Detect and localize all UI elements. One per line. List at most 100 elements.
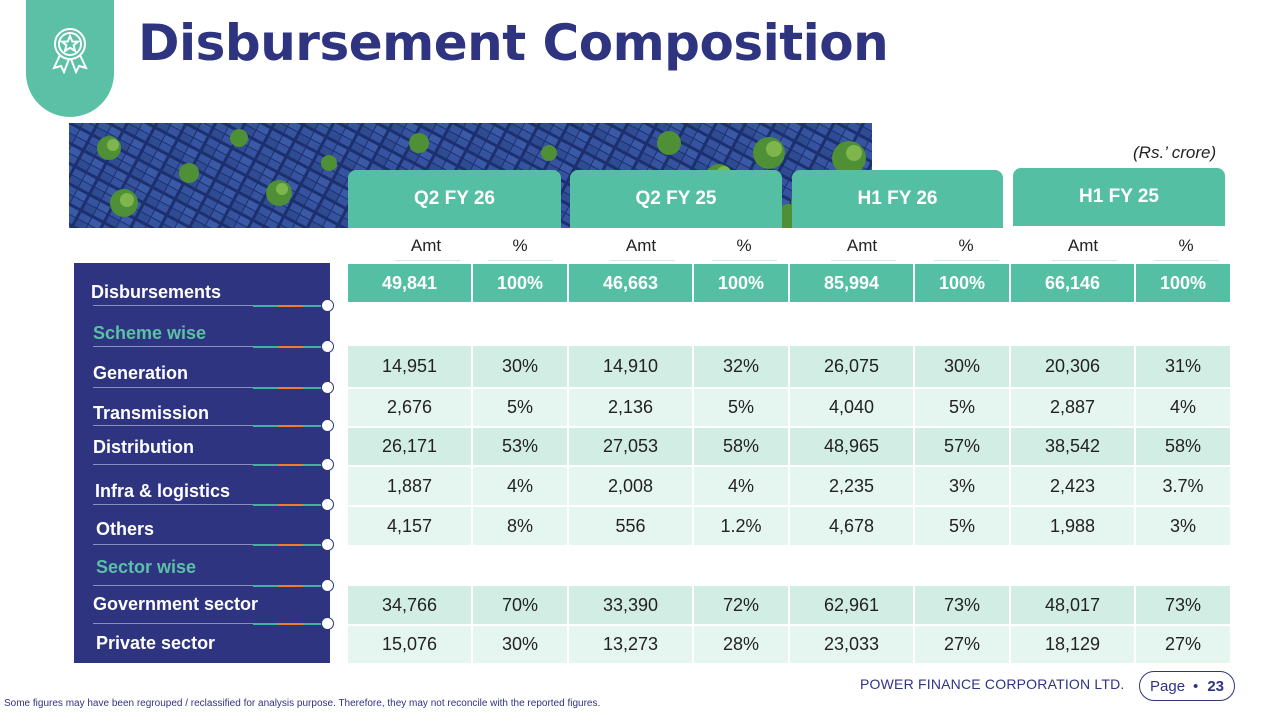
row-separator <box>93 425 326 427</box>
cell-others-h1fy25-amt: 1,988 <box>1011 507 1134 545</box>
row-label-disbursements: Disbursements <box>91 282 222 302</box>
subheader-rule <box>488 260 553 261</box>
cell-private-h1fy25-pct: 27% <box>1136 626 1230 663</box>
connector-dot <box>321 538 334 551</box>
cell-disbursements-q2fy25-amt: 46,663 <box>569 264 692 302</box>
cell-private-q2fy25-pct: 28% <box>694 626 788 663</box>
footnote: Some figures may have been regrouped / r… <box>4 698 601 709</box>
cell-government-q2fy26-pct: 70% <box>473 586 567 624</box>
subheader-amt: Amt <box>625 236 657 255</box>
connector-dot <box>321 498 334 511</box>
cell-private-q2fy26-amt: 15,076 <box>348 626 471 663</box>
subheader-pct: % <box>1178 236 1194 255</box>
connector-dot <box>321 458 334 471</box>
connector-dot <box>321 340 334 353</box>
cell-disbursements-h1fy26-pct: 100% <box>915 264 1009 302</box>
cell-infra-q2fy25-pct: 4% <box>694 467 788 505</box>
row-separator <box>93 346 326 348</box>
page-number: 23 <box>1207 677 1224 695</box>
row-separator <box>93 585 326 587</box>
cell-government-h1fy25-amt: 48,017 <box>1011 586 1134 624</box>
period-header-h1fy25: H1 FY 25 <box>1013 168 1225 226</box>
row-label-transmission: Transmission <box>93 403 210 423</box>
row-label-panel <box>74 263 330 663</box>
cell-transmission-h1fy25-amt: 2,887 <box>1011 389 1134 426</box>
cell-infra-h1fy26-amt: 2,235 <box>790 467 913 505</box>
subheader-rule <box>395 260 460 261</box>
row-separator <box>93 623 326 625</box>
cell-generation-q2fy26-amt: 14,951 <box>348 346 471 387</box>
period-header-h1fy26: H1 FY 26 <box>792 170 1003 228</box>
cell-distribution-h1fy26-amt: 48,965 <box>790 428 913 465</box>
row-label-infra-logistics: Infra & logistics <box>95 481 231 501</box>
row-label-others: Others <box>96 519 155 539</box>
cell-disbursements-q2fy25-pct: 100% <box>694 264 788 302</box>
cell-infra-h1fy26-pct: 3% <box>915 467 1009 505</box>
cell-private-q2fy25-amt: 13,273 <box>569 626 692 663</box>
row-label-distribution: Distribution <box>93 437 194 457</box>
cell-distribution-q2fy26-pct: 53% <box>473 428 567 465</box>
cell-disbursements-q2fy26-pct: 100% <box>473 264 567 302</box>
period-header-q2fy26: Q2 FY 26 <box>348 170 561 228</box>
subheader-pct: % <box>958 236 974 255</box>
section-label-sector-wise: Sector wise <box>96 557 197 577</box>
cell-transmission-h1fy25-pct: 4% <box>1136 389 1230 426</box>
cell-infra-h1fy25-amt: 2,423 <box>1011 467 1134 505</box>
cell-disbursements-h1fy25-pct: 100% <box>1136 264 1230 302</box>
subheader-rule <box>712 260 777 261</box>
cell-others-q2fy25-pct: 1.2% <box>694 507 788 545</box>
subheader-amt: Amt <box>410 236 442 255</box>
subheader-rule <box>831 260 896 261</box>
cell-disbursements-h1fy26-amt: 85,994 <box>790 264 913 302</box>
cell-others-q2fy26-amt: 4,157 <box>348 507 471 545</box>
connector-dot <box>321 579 334 592</box>
cell-others-q2fy25-amt: 556 <box>569 507 692 545</box>
cell-transmission-h1fy26-pct: 5% <box>915 389 1009 426</box>
cell-others-q2fy26-pct: 8% <box>473 507 567 545</box>
cell-government-q2fy26-amt: 34,766 <box>348 586 471 624</box>
subheader-amt: Amt <box>846 236 878 255</box>
row-label-private-sector: Private sector <box>96 633 216 653</box>
cell-government-q2fy25-amt: 33,390 <box>569 586 692 624</box>
cell-government-h1fy26-amt: 62,961 <box>790 586 913 624</box>
row-separator <box>93 544 326 546</box>
subheader-amt: Amt <box>1067 236 1099 255</box>
cell-distribution-h1fy26-pct: 57% <box>915 428 1009 465</box>
footer-company-name: POWER FINANCE CORPORATION LTD. <box>860 676 1125 692</box>
page-label: Page <box>1150 677 1186 695</box>
cell-government-q2fy25-pct: 72% <box>694 586 788 624</box>
cell-transmission-q2fy25-amt: 2,136 <box>569 389 692 426</box>
cell-others-h1fy26-pct: 5% <box>915 507 1009 545</box>
cell-infra-q2fy26-pct: 4% <box>473 467 567 505</box>
cell-infra-q2fy26-amt: 1,887 <box>348 467 471 505</box>
cell-distribution-h1fy25-pct: 58% <box>1136 428 1230 465</box>
page-indicator: Page • 23 <box>1139 671 1235 701</box>
cell-private-h1fy25-amt: 18,129 <box>1011 626 1134 663</box>
cell-generation-h1fy26-amt: 26,075 <box>790 346 913 387</box>
cell-disbursements-h1fy25-amt: 66,146 <box>1011 264 1134 302</box>
subheader-rule <box>1154 260 1219 261</box>
subheader-rule <box>610 260 675 261</box>
cell-infra-q2fy25-amt: 2,008 <box>569 467 692 505</box>
cell-generation-q2fy25-amt: 14,910 <box>569 346 692 387</box>
cell-transmission-q2fy25-pct: 5% <box>694 389 788 426</box>
row-separator <box>93 504 326 506</box>
cell-disbursements-q2fy26-amt: 49,841 <box>348 264 471 302</box>
row-label-generation: Generation <box>93 363 189 383</box>
row-label-government-sector: Government sector <box>93 594 259 614</box>
period-header-q2fy25: Q2 FY 25 <box>570 170 782 228</box>
cell-transmission-q2fy26-amt: 2,676 <box>348 389 471 426</box>
subheader-rule <box>934 260 999 261</box>
subheader-pct: % <box>512 236 528 255</box>
units-note: (Rs.’ crore) <box>1133 143 1217 162</box>
cell-generation-h1fy25-pct: 31% <box>1136 346 1230 387</box>
section-label-scheme-wise: Scheme wise <box>93 323 207 343</box>
row-separator <box>93 387 326 389</box>
subheader-rule <box>1052 260 1117 261</box>
cell-generation-q2fy26-pct: 30% <box>473 346 567 387</box>
cell-distribution-q2fy25-pct: 58% <box>694 428 788 465</box>
cell-private-h1fy26-amt: 23,033 <box>790 626 913 663</box>
cell-distribution-q2fy26-amt: 26,171 <box>348 428 471 465</box>
connector-dot <box>321 299 334 312</box>
cell-government-h1fy26-pct: 73% <box>915 586 1009 624</box>
